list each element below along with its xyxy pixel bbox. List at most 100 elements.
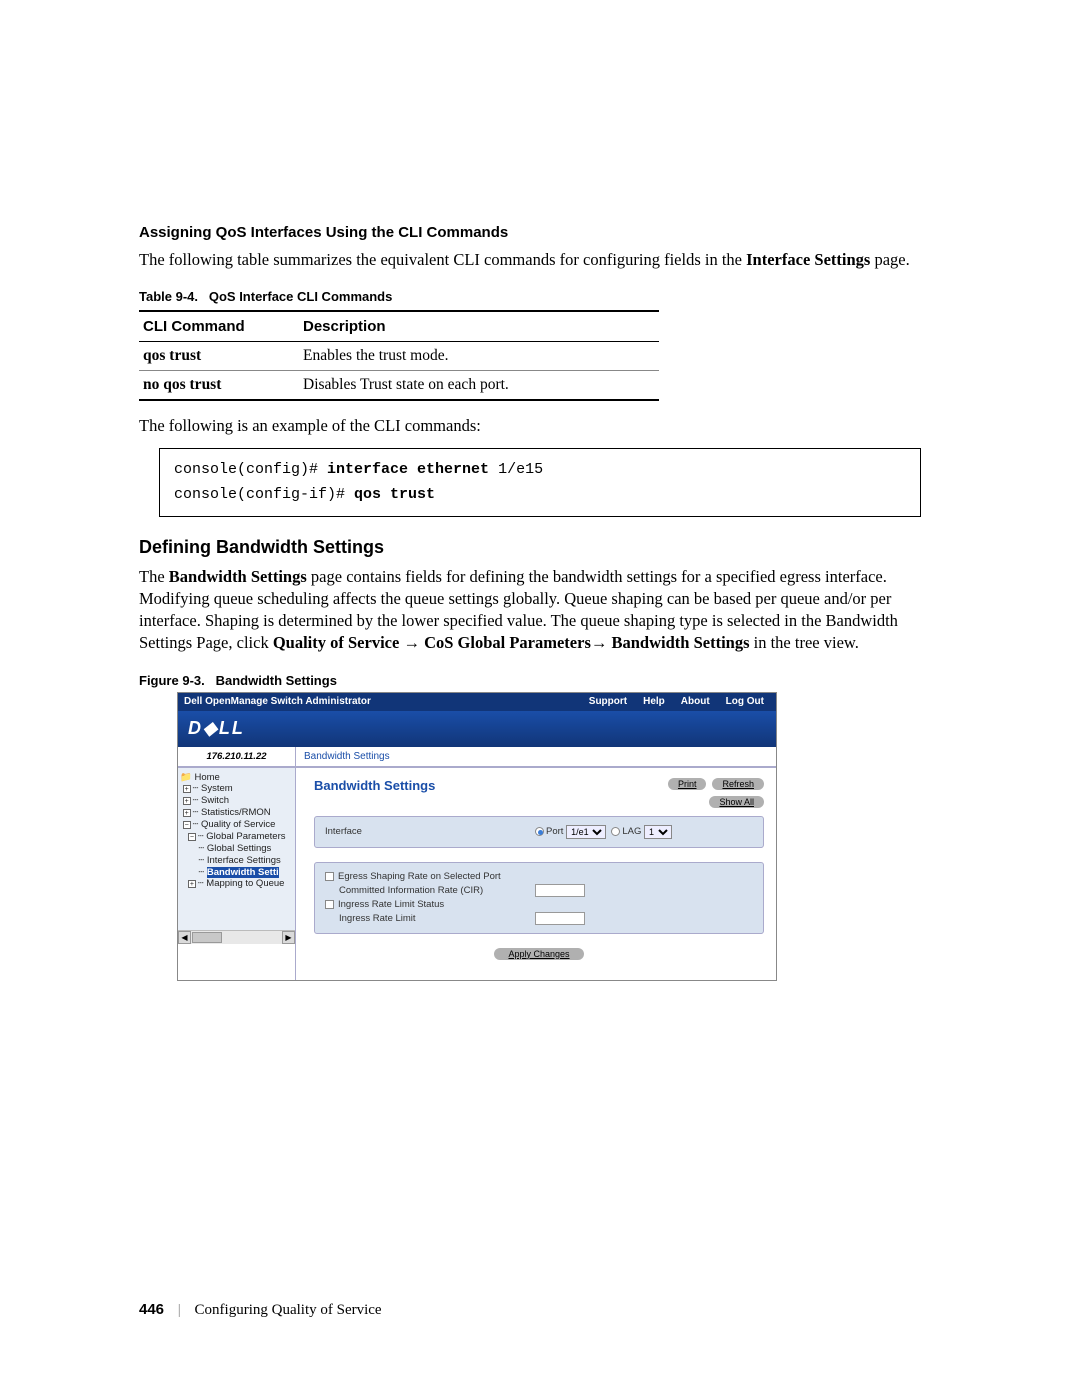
section-heading-bandwidth: Defining Bandwidth Settings xyxy=(139,537,941,558)
tree-switch[interactable]: +┄ Switch xyxy=(180,795,293,807)
table-cell-desc: Enables the trust mode. xyxy=(299,342,659,371)
cli-commands-table: CLI Command Description qos trust Enable… xyxy=(139,310,659,401)
para-bold: Bandwidth Settings xyxy=(612,633,750,652)
scroll-left-icon[interactable]: ◀ xyxy=(178,931,191,944)
tree-qos[interactable]: −┄ Quality of Service xyxy=(180,819,293,831)
content-area: Bandwidth Settings Print Refresh Show Al… xyxy=(296,768,776,980)
tree-label: Global Parameters xyxy=(206,831,285,842)
tree-label: Mapping to Queue xyxy=(206,878,284,889)
app-title: Dell OpenManage Switch Administrator xyxy=(184,696,371,707)
intro-text-post: page. xyxy=(870,250,909,269)
tree-bsettings[interactable]: ┄ Bandwidth Setti xyxy=(180,867,293,879)
footer-separator: | xyxy=(178,1302,181,1318)
nav-help[interactable]: Help xyxy=(637,696,671,707)
figure-caption: Figure 9-3. Bandwidth Settings xyxy=(139,673,941,688)
collapse-icon[interactable]: − xyxy=(183,821,191,829)
para-text: The xyxy=(139,567,169,586)
intro-bold: Interface Settings xyxy=(746,250,870,269)
tree-label: Statistics/RMON xyxy=(201,807,271,818)
tree-label: Global Settings xyxy=(207,843,271,854)
cir-input[interactable] xyxy=(535,884,585,897)
table-cell-cmd: no qos trust xyxy=(139,371,299,401)
arrow-icon: → xyxy=(591,633,612,652)
table-caption: Table 9-4. QoS Interface CLI Commands xyxy=(139,289,941,304)
egress-label: Egress Shaping Rate on Selected Port xyxy=(338,871,501,882)
arrow-icon: → xyxy=(399,633,424,652)
tree-label: Switch xyxy=(201,795,229,806)
intro-text-pre: The following table summarizes the equiv… xyxy=(139,250,746,269)
tree-label: Interface Settings xyxy=(207,855,281,866)
code-block: console(config)# interface ethernet 1/e1… xyxy=(159,448,921,517)
app-body: 176.210.11.22 📁 Home +┄ System +┄ Switch… xyxy=(178,747,776,980)
scroll-right-icon[interactable]: ▶ xyxy=(282,931,295,944)
code-line: console(config)# interface ethernet 1/e1… xyxy=(174,457,906,483)
print-button[interactable]: Print xyxy=(668,778,707,790)
ingress-status-label: Ingress Rate Limit Status xyxy=(338,899,444,910)
table-cell-desc: Disables Trust state on each port. xyxy=(299,371,659,401)
table-row: no qos trust Disables Trust state on eac… xyxy=(139,371,659,401)
action-buttons: Print Refresh Show All xyxy=(668,778,764,808)
tree-system[interactable]: +┄ System xyxy=(180,783,293,795)
para-bold: Quality of Service xyxy=(273,633,399,652)
lag-radio[interactable] xyxy=(611,827,620,836)
tree-global[interactable]: −┄ Global Parameters xyxy=(180,831,293,843)
ingress-limit-input[interactable] xyxy=(535,912,585,925)
cir-label: Committed Information Rate (CIR) xyxy=(325,885,535,896)
nav-tree: 📁 Home +┄ System +┄ Switch +┄ Statistics… xyxy=(178,768,295,931)
document-page: Assigning QoS Interfaces Using the CLI C… xyxy=(139,224,941,981)
refresh-button[interactable]: Refresh xyxy=(712,778,764,790)
egress-row: Egress Shaping Rate on Selected Port xyxy=(325,871,753,882)
apply-row: Apply Changes xyxy=(314,944,764,962)
nav-logout[interactable]: Log Out xyxy=(720,696,770,707)
ingress-checkbox[interactable] xyxy=(325,900,334,909)
table-caption-text: QoS Interface CLI Commands xyxy=(209,289,392,304)
code-text: 1/e15 xyxy=(489,461,543,478)
egress-checkbox[interactable] xyxy=(325,872,334,881)
table-header-row: CLI Command Description xyxy=(139,311,659,342)
collapse-icon[interactable]: − xyxy=(188,833,196,841)
interface-label: Interface xyxy=(325,826,535,837)
tree-gsettings[interactable]: ┄ Global Settings xyxy=(180,843,293,855)
showall-button[interactable]: Show All xyxy=(709,796,764,808)
figure-caption-label: Figure 9-3. xyxy=(139,673,205,688)
tree-isettings[interactable]: ┄ Interface Settings xyxy=(180,855,293,867)
top-nav: Support Help About Log Out xyxy=(583,696,770,707)
tree-stats[interactable]: +┄ Statistics/RMON xyxy=(180,807,293,819)
sidebar-scrollbar[interactable]: ◀ ▶ xyxy=(178,930,295,944)
code-text: console(config)# xyxy=(174,461,327,478)
settings-panel: Egress Shaping Rate on Selected Port Com… xyxy=(314,862,764,934)
table-col-command: CLI Command xyxy=(139,311,299,342)
lag-select[interactable]: 1 xyxy=(644,825,672,839)
breadcrumb: Bandwidth Settings xyxy=(296,747,776,768)
tree-label: System xyxy=(201,783,233,794)
code-bold: interface ethernet xyxy=(327,461,489,478)
scroll-thumb[interactable] xyxy=(192,932,222,943)
expand-icon[interactable]: + xyxy=(183,809,191,817)
ingress-limit-row: Ingress Rate Limit xyxy=(325,912,753,925)
expand-icon[interactable]: + xyxy=(183,797,191,805)
code-line: console(config-if)# qos trust xyxy=(174,482,906,508)
port-radio[interactable] xyxy=(535,827,544,836)
bandwidth-paragraph: The Bandwidth Settings page contains fie… xyxy=(139,566,941,655)
dell-logo: D◆LL xyxy=(188,718,245,739)
port-label: Port xyxy=(546,826,563,837)
nav-about[interactable]: About xyxy=(675,696,716,707)
table-caption-label: Table 9-4. xyxy=(139,289,198,304)
ingress-limit-label: Ingress Rate Limit xyxy=(325,913,535,924)
port-select[interactable]: 1/e1 xyxy=(566,825,606,839)
page-footer: 446 | Configuring Quality of Service xyxy=(139,1301,382,1319)
tree-home[interactable]: 📁 Home xyxy=(180,772,293,784)
apply-changes-button[interactable]: Apply Changes xyxy=(494,948,583,960)
cli-example-intro: The following is an example of the CLI c… xyxy=(139,415,941,437)
interface-panel: Interface Port 1/e1 LAG 1 xyxy=(314,816,764,848)
interface-row: Interface Port 1/e1 LAG 1 xyxy=(325,825,753,839)
tree-label: Quality of Service xyxy=(201,819,275,830)
nav-support[interactable]: Support xyxy=(583,696,633,707)
lag-label: LAG xyxy=(622,826,641,837)
expand-icon[interactable]: + xyxy=(188,880,196,888)
tree-mapping[interactable]: +┄ Mapping to Queue xyxy=(180,878,293,890)
tree-label-selected: Bandwidth Setti xyxy=(207,867,279,878)
expand-icon[interactable]: + xyxy=(183,785,191,793)
cir-row: Committed Information Rate (CIR) xyxy=(325,884,753,897)
app-titlebar: Dell OpenManage Switch Administrator Sup… xyxy=(178,693,776,711)
